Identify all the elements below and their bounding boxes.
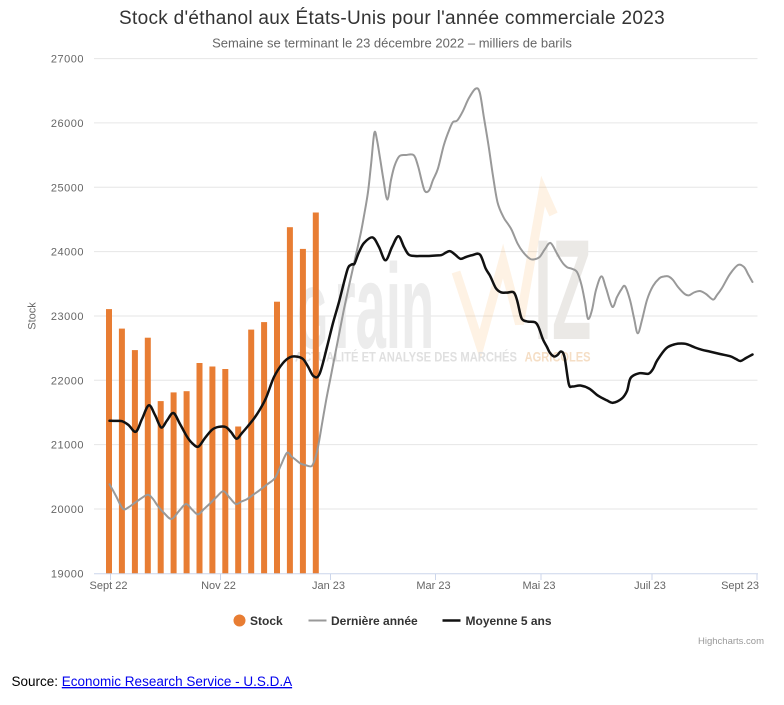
svg-text:22000: 22000 <box>51 375 84 387</box>
svg-text:Mai 23: Mai 23 <box>522 580 555 592</box>
svg-text:Mar 23: Mar 23 <box>416 580 450 592</box>
svg-text:21000: 21000 <box>51 440 84 452</box>
svg-text:Stock: Stock <box>250 614 283 628</box>
svg-text:27000: 27000 <box>51 54 84 66</box>
svg-text:AGRICOLES: AGRICOLES <box>525 349 591 365</box>
svg-text:25000: 25000 <box>51 182 84 194</box>
svg-text:Dernière année: Dernière année <box>331 614 418 628</box>
svg-text:Stock d'éthanol aux États-Unis: Stock d'éthanol aux États-Unis pour l'an… <box>119 8 665 29</box>
svg-text:Semaine se terminant le 23 déc: Semaine se terminant le 23 décembre 2022… <box>212 36 572 51</box>
svg-text:Highcharts.com: Highcharts.com <box>698 636 764 647</box>
svg-text:Source: Economic Research Serv: Source: Economic Research Service - U.S.… <box>12 674 293 689</box>
svg-text:Stock: Stock <box>27 302 39 330</box>
svg-text:26000: 26000 <box>51 118 84 130</box>
svg-text:ACTUALITÉ ET ANALYSE DES MARCH: ACTUALITÉ ET ANALYSE DES MARCHÉS <box>295 349 517 365</box>
svg-text:Jan 23: Jan 23 <box>312 580 345 592</box>
svg-text:Sept 23: Sept 23 <box>721 580 759 592</box>
svg-text:Moyenne 5 ans: Moyenne 5 ans <box>466 614 552 628</box>
svg-text:Nov 22: Nov 22 <box>201 580 236 592</box>
svg-text:23000: 23000 <box>51 311 84 323</box>
svg-text:19000: 19000 <box>51 568 84 580</box>
svg-text:24000: 24000 <box>51 247 84 259</box>
svg-text:Juil 23: Juil 23 <box>634 580 666 592</box>
svg-text:Sept 22: Sept 22 <box>90 580 128 592</box>
svg-text:20000: 20000 <box>51 504 84 516</box>
